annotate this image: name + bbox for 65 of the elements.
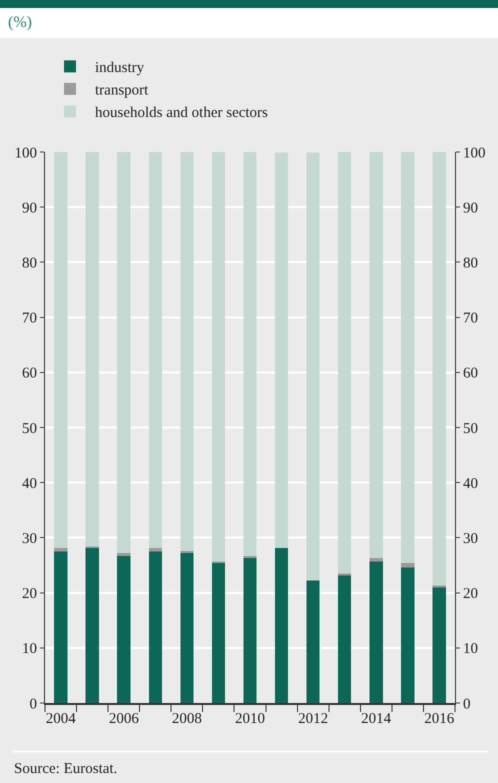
bar (432, 152, 446, 586)
y-tick-label: 20 (22, 586, 37, 602)
y2-tick-label: 50 (463, 420, 478, 437)
y2-tick-label: 80 (463, 255, 478, 272)
y2-tick-label: 90 (463, 200, 478, 216)
bar (243, 152, 257, 556)
bar (148, 548, 162, 552)
bar (54, 551, 68, 703)
y-tick-label: 10 (22, 641, 37, 658)
bar (180, 553, 194, 703)
y-tick-label: 90 (22, 200, 37, 216)
bar (401, 563, 414, 568)
x-tick-label: 2010 (235, 711, 265, 727)
bar (370, 558, 383, 562)
y-tick-label: 80 (22, 255, 37, 272)
bar (243, 558, 257, 703)
bar (338, 576, 352, 703)
bar (54, 152, 68, 548)
x-tick-label: 2014 (361, 711, 392, 727)
bar (212, 563, 226, 703)
y-tick-label: 70 (22, 310, 37, 327)
y-tick-label: 30 (22, 530, 37, 547)
y2-tick-label: 40 (463, 476, 478, 492)
bar (148, 152, 162, 548)
bar (370, 561, 383, 703)
bar (306, 152, 320, 581)
y2-tick-label: 30 (463, 530, 478, 547)
x-tick-label: 2016 (424, 711, 455, 727)
y2-tick-label: 100 (463, 145, 486, 162)
bar (370, 152, 383, 558)
bar (117, 556, 130, 703)
source-note: Source: Eurostat. (14, 761, 118, 777)
x-tick-label: 2004 (46, 711, 76, 727)
bar (401, 567, 414, 703)
y-tick-label: 60 (22, 366, 37, 382)
bar (86, 152, 99, 547)
y2-tick-label: 0 (463, 696, 470, 712)
bar (306, 580, 320, 703)
y-tick-label: 0 (30, 696, 37, 712)
bar (54, 548, 68, 552)
y2-tick-label: 70 (463, 310, 478, 327)
bar (212, 152, 226, 562)
bar (401, 152, 414, 564)
y-tick-label: 100 (14, 145, 37, 162)
text: (%) (0, 8, 498, 38)
x-tick-label: 2006 (108, 711, 140, 727)
y-tick-label: 50 (22, 420, 37, 437)
y2-tick-label: 20 (463, 586, 478, 602)
legend-label: transport (95, 82, 150, 99)
legend-label: industry (95, 60, 145, 76)
bar (148, 551, 162, 703)
x-tick-label: 2012 (298, 711, 328, 727)
bar (180, 152, 194, 551)
legend-label: households and other sectors (95, 105, 268, 122)
bar (86, 548, 99, 703)
bar (274, 548, 288, 703)
y-tick-label: 40 (22, 476, 37, 492)
bar (117, 553, 130, 556)
bar (274, 152, 288, 548)
y2-tick-label: 10 (463, 641, 478, 658)
x-tick-label: 2008 (172, 711, 202, 727)
bar (117, 152, 130, 554)
bar (432, 587, 446, 703)
y2-tick-label: 60 (463, 366, 478, 382)
bar (338, 152, 352, 574)
